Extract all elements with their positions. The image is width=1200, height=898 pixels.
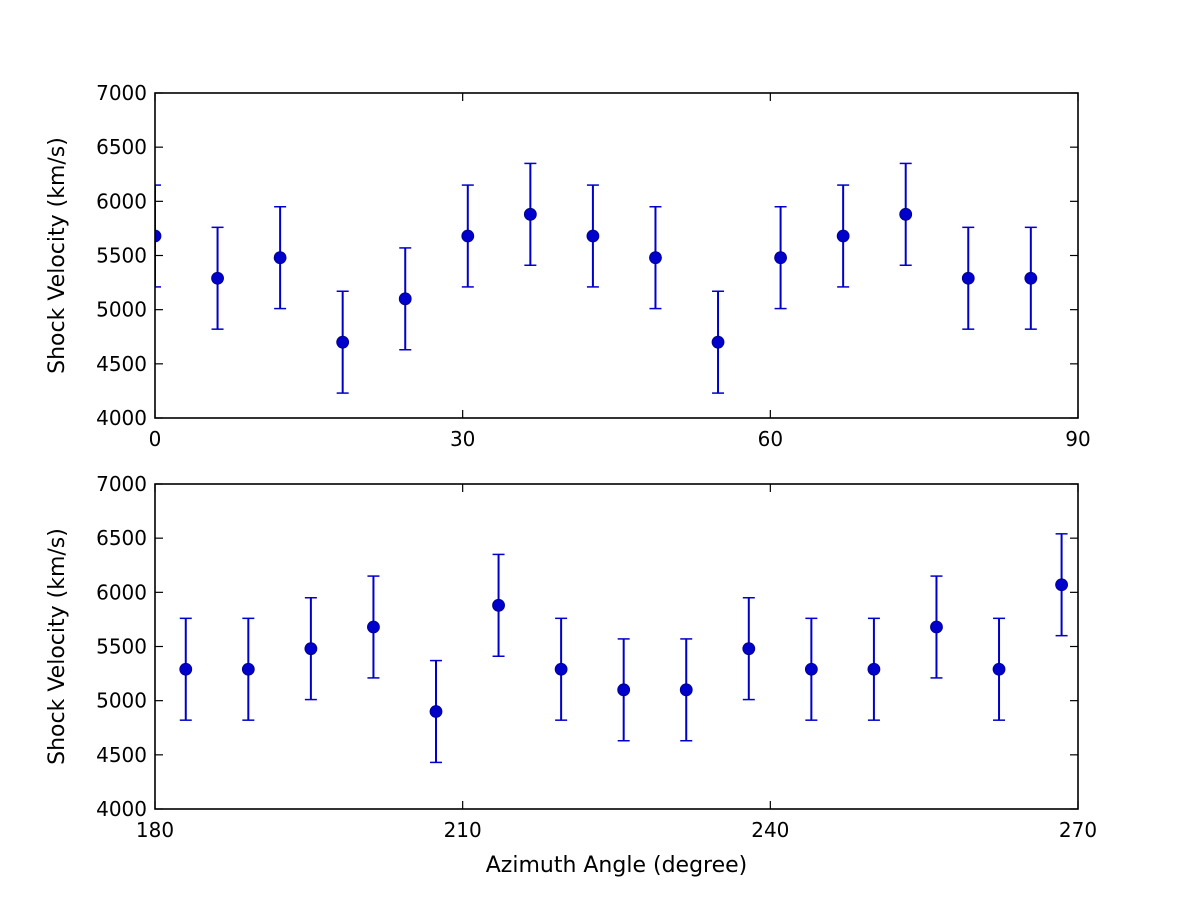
bottom-x-tick-label: 180 <box>136 818 174 842</box>
top-x-tick-label: 90 <box>1065 427 1090 451</box>
top-x-tick-label: 0 <box>149 427 162 451</box>
top-x-tick-label: 30 <box>450 427 475 451</box>
bottom-x-tick-label: 210 <box>444 818 482 842</box>
top-y-axis-label: Shock Velocity (km/s) <box>45 137 70 374</box>
bottom-y-tick-label: 4500 <box>96 743 147 767</box>
bottom-y-axis-label: Shock Velocity (km/s) <box>45 528 70 765</box>
bottom-data-layer <box>179 533 1068 764</box>
top-data-point <box>586 229 600 243</box>
top-data-point <box>774 251 787 265</box>
top-data-layer <box>155 162 1038 394</box>
bottom-data-point <box>930 620 943 634</box>
bottom-y-tick-label: 4000 <box>96 797 147 821</box>
top-data-point <box>711 335 725 349</box>
top-data-point <box>961 271 975 285</box>
top-y-tick-label: 5500 <box>96 244 147 268</box>
top-data-point <box>649 251 662 265</box>
bottom-y-tick-label: 5500 <box>96 635 147 659</box>
top-panel: 4000 4500 5000 5500 6000 6500 7000 0 30 60 90 Shock… <box>45 81 1091 451</box>
bottom-data-point <box>867 662 881 676</box>
top-data-point <box>899 207 913 221</box>
bottom-data-point <box>1055 578 1068 592</box>
bottom-data-point <box>992 662 1006 676</box>
bottom-x-axis-label: Azimuth Angle (degree) <box>486 853 748 878</box>
bottom-data-point <box>554 662 568 676</box>
top-axes-frame <box>154 92 1079 419</box>
bottom-x-tick-label: 240 <box>751 818 789 842</box>
top-x-tick-label: 60 <box>758 427 783 451</box>
bottom-axes-frame <box>154 483 1079 810</box>
bottom-data-point <box>241 662 255 676</box>
top-data-point <box>398 292 412 306</box>
top-y-tick-label: 7000 <box>96 81 147 105</box>
top-y-tick-label: 5000 <box>96 298 147 322</box>
bottom-data-point <box>429 705 443 718</box>
bottom-data-point <box>804 662 818 676</box>
top-data-point <box>211 271 224 285</box>
top-y-tick-label: 6000 <box>96 189 147 213</box>
top-data-point <box>461 229 475 243</box>
top-data-point <box>336 335 350 349</box>
bottom-data-point <box>304 642 318 656</box>
top-data-point <box>836 229 850 243</box>
top-data-point <box>155 229 162 243</box>
bottom-y-tick-label: 5000 <box>96 689 147 713</box>
bottom-data-point <box>492 598 505 612</box>
bottom-data-point <box>679 683 693 697</box>
top-y-tick-label: 6500 <box>96 135 147 159</box>
top-y-tick-label: 4000 <box>96 406 147 430</box>
bottom-y-tick-label: 7000 <box>96 472 147 496</box>
top-y-tick-label: 4500 <box>96 352 147 376</box>
bottom-data-point <box>179 662 193 676</box>
top-error-bar <box>155 184 161 288</box>
top-data-point <box>273 251 287 265</box>
bottom-data-point <box>367 620 380 634</box>
bottom-y-tick-label: 6500 <box>96 526 147 550</box>
bottom-x-tick-label: 270 <box>1059 818 1097 842</box>
bottom-data-point <box>742 642 756 656</box>
bottom-panel: 4000 4500 5000 5500 6000 6500 7000 180 210 240 270… <box>45 472 1097 878</box>
top-data-point <box>523 207 537 221</box>
bottom-data-point <box>617 683 631 697</box>
top-data-point <box>1024 271 1038 285</box>
bottom-y-tick-label: 6000 <box>96 580 147 604</box>
